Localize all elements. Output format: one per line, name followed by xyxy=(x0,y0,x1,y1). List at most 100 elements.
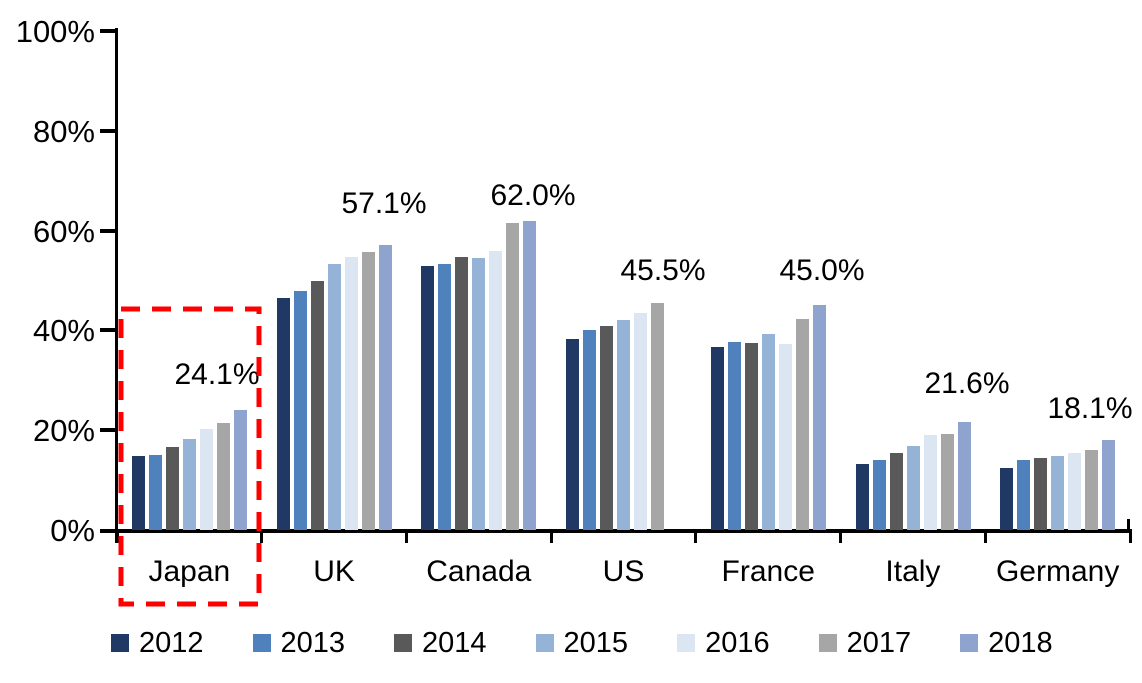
y-tick-100 xyxy=(100,29,117,33)
legend-item-2017: 2017 xyxy=(818,628,911,658)
legend-swatch-2017 xyxy=(818,634,837,652)
y-tick-60 xyxy=(100,228,117,233)
legend-label-2012: 2012 xyxy=(139,627,204,659)
bar-canada-2015 xyxy=(472,258,486,530)
legend-label-2013: 2013 xyxy=(280,627,346,659)
bar-japan-2013 xyxy=(149,455,162,530)
legend-item-2012: 2012 xyxy=(111,628,204,658)
bar-uk-2015 xyxy=(327,264,341,530)
legend-item-2018: 2018 xyxy=(960,628,1053,658)
bar-us-2015 xyxy=(617,320,631,530)
legend-swatch-2016 xyxy=(677,634,696,652)
bar-italy-2014 xyxy=(889,453,903,530)
bar-japan-2015 xyxy=(183,438,196,530)
legend-label-2015: 2015 xyxy=(563,627,629,659)
bar-uk-2017 xyxy=(361,251,375,530)
bar-uk-2014 xyxy=(310,280,324,530)
data-label-italy: 21.6% xyxy=(924,367,1010,400)
x-boundary-tick-5 xyxy=(839,529,843,543)
legend-swatch-2014 xyxy=(394,634,413,652)
data-label-canada: 62.0% xyxy=(490,179,576,212)
category-label-uk: UK xyxy=(313,555,355,588)
x-boundary-tick-7 xyxy=(1128,529,1132,543)
x-boundary-tick-4 xyxy=(694,529,698,543)
legend-swatch-2015 xyxy=(535,634,554,652)
bar-canada-2012 xyxy=(421,266,435,530)
bar-france-2012 xyxy=(710,347,724,530)
y-tick-label-80: 80% xyxy=(32,113,95,149)
bar-france-2016 xyxy=(778,343,792,530)
x-boundary-tick-3 xyxy=(549,529,553,543)
x-boundary-tick-6 xyxy=(983,529,987,543)
legend-swatch-2013 xyxy=(252,634,271,652)
bar-germany-2015 xyxy=(1051,456,1065,530)
bar-canada-2018 xyxy=(523,220,537,530)
bar-canada-2014 xyxy=(455,257,469,530)
y-tick-label-60: 60% xyxy=(32,213,95,249)
y-tick-label-20: 20% xyxy=(32,413,95,449)
bar-france-2014 xyxy=(744,342,758,530)
category-label-japan: Japan xyxy=(148,555,231,588)
bar-us-2014 xyxy=(600,326,614,530)
y-tick-label-0: 0% xyxy=(50,513,95,548)
bar-germany-2016 xyxy=(1068,453,1082,530)
bar-canada-2017 xyxy=(506,223,520,530)
data-label-japan: 24.1% xyxy=(174,358,260,391)
category-label-france: France xyxy=(721,555,815,588)
y-tick-label-40: 40% xyxy=(32,313,95,349)
bar-canada-2013 xyxy=(438,264,452,530)
legend-label-2018: 2018 xyxy=(988,627,1053,659)
legend-item-2014: 2014 xyxy=(394,628,487,658)
y-axis-line xyxy=(115,28,118,543)
legend-label-2014: 2014 xyxy=(422,627,487,659)
bar-france-2015 xyxy=(761,334,775,530)
bar-japan-2017 xyxy=(217,423,230,530)
bar-italy-2017 xyxy=(940,434,954,530)
bar-france-2017 xyxy=(795,318,809,530)
bar-us-2012 xyxy=(566,339,580,530)
bar-us-2013 xyxy=(583,330,597,530)
category-label-germany: Germany xyxy=(995,555,1120,588)
bar-japan-2012 xyxy=(132,456,145,530)
category-label-italy: Italy xyxy=(885,555,941,588)
bar-germany-2014 xyxy=(1034,458,1048,530)
legend: 2012 2013 2014 2015 2016 2017 2018 xyxy=(111,628,1053,658)
legend-swatch-2012 xyxy=(111,634,129,652)
x-axis-line xyxy=(100,529,1130,533)
bar-germany-2017 xyxy=(1085,449,1099,530)
x-boundary-tick-1 xyxy=(260,529,264,543)
bar-uk-2016 xyxy=(344,256,358,530)
data-label-us: 45.5% xyxy=(620,254,706,287)
data-label-france: 45.0% xyxy=(779,254,865,287)
data-label-germany: 18.1% xyxy=(1047,392,1133,425)
bar-italy-2018 xyxy=(957,422,971,530)
legend-item-2013: 2013 xyxy=(252,627,346,659)
bar-japan-2018 xyxy=(234,409,247,530)
bar-japan-2014 xyxy=(166,446,179,530)
category-label-us: US xyxy=(602,555,645,588)
bar-germany-2012 xyxy=(1000,467,1014,530)
bar-us-2017 xyxy=(651,302,665,530)
bar-france-2018 xyxy=(812,305,826,530)
bar-italy-2015 xyxy=(906,446,920,530)
bar-us-2016 xyxy=(634,313,648,530)
bar-japan-2016 xyxy=(200,429,213,530)
bar-germany-2013 xyxy=(1017,460,1031,530)
bar-germany-2018 xyxy=(1102,439,1116,530)
legend-swatch-2018 xyxy=(960,634,979,652)
legend-item-2015: 2015 xyxy=(535,627,629,659)
x-axis-end-tick xyxy=(1127,519,1130,531)
bar-canada-2016 xyxy=(489,250,503,530)
bar-uk-2013 xyxy=(293,291,307,530)
legend-item-2016: 2016 xyxy=(677,628,770,658)
bar-italy-2016 xyxy=(923,435,937,530)
y-tick-80 xyxy=(100,128,117,133)
legend-label-2016: 2016 xyxy=(705,627,770,659)
x-boundary-tick-2 xyxy=(404,529,408,543)
bar-italy-2013 xyxy=(872,459,886,530)
bar-uk-2012 xyxy=(276,298,290,530)
bar-italy-2012 xyxy=(855,463,869,530)
y-tick-20 xyxy=(100,428,117,433)
